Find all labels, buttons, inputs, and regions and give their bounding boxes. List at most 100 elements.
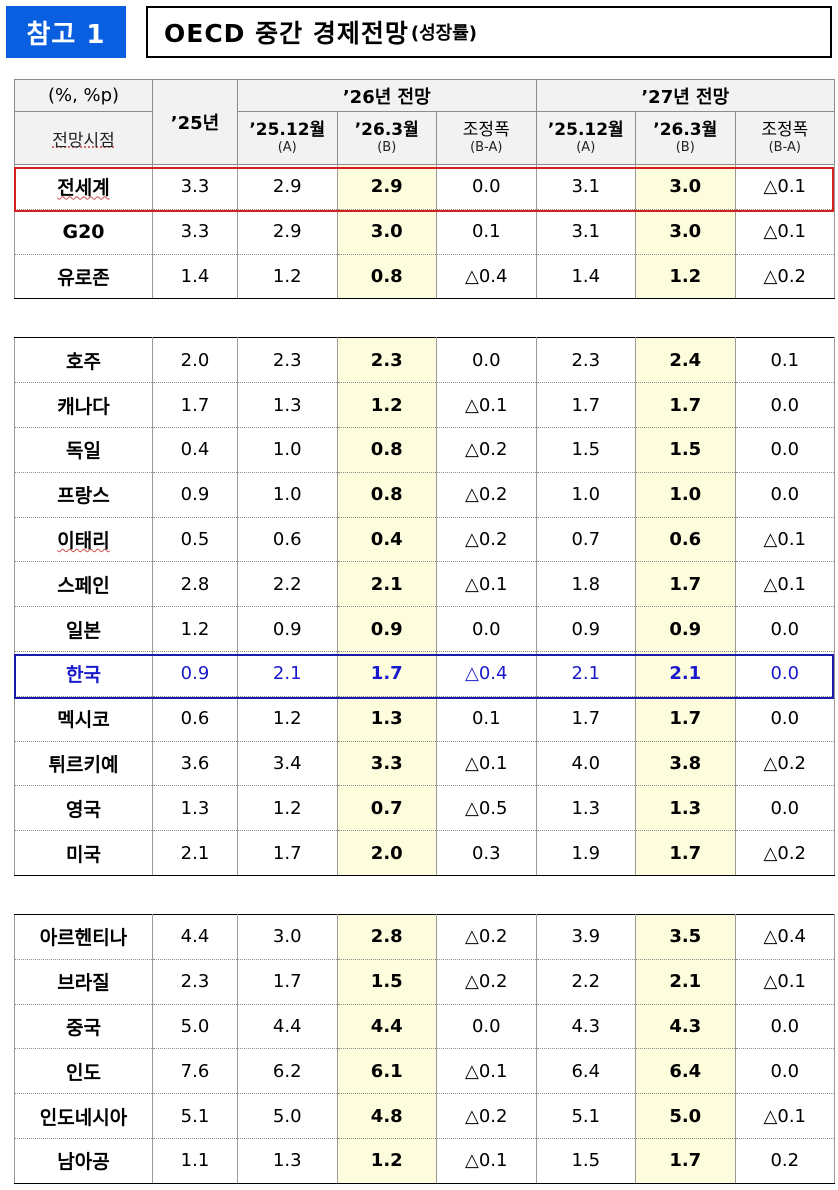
country-name: 인도네시아 (14, 1093, 153, 1139)
value-2027-dec: 4.0 (535, 740, 637, 787)
country-label: 독일 (66, 440, 101, 463)
value-2026-dec: 2.3 (237, 337, 338, 384)
col-header-note: (B-A) (470, 140, 503, 155)
value-2026-dec: 3.4 (237, 740, 338, 787)
value-2026-dec: 1.3 (237, 1137, 338, 1184)
adjust-2026: △0.5 (436, 785, 537, 832)
value-2026-mar: 1.7 (336, 650, 437, 697)
value-2027-dec: 1.8 (535, 561, 637, 608)
adjust-2026: 0.0 (436, 1003, 537, 1050)
adjust-2026: △0.2 (436, 516, 537, 563)
table-row: 전세계 3.3 2.9 2.9 0.0 3.1 3.0 △0.1 (14, 164, 836, 210)
value-2025: 3.3 (152, 164, 238, 210)
value-2026-dec: 1.2 (237, 785, 338, 832)
country-name: 이태리 (14, 516, 153, 563)
country-name: 남아공 (14, 1137, 153, 1184)
value-2026-mar: 1.3 (336, 695, 437, 742)
country-label: 인도네시아 (39, 1106, 128, 1129)
value-2026-dec: 1.2 (237, 695, 338, 742)
value-2027-mar: 3.5 (635, 913, 736, 960)
table-row: 캐나다 1.7 1.3 1.2 △0.1 1.7 1.7 0.0 (14, 382, 836, 428)
value-2025: 5.0 (152, 1003, 238, 1050)
value-2026-dec: 1.3 (237, 382, 338, 428)
value-2027-mar: 1.2 (635, 253, 736, 300)
value-2026-mar: 2.9 (336, 164, 437, 210)
col-header-label: ’25.12월 (249, 120, 326, 140)
value-2025: 1.2 (152, 606, 238, 652)
value-2026-mar: 0.9 (336, 606, 437, 652)
table-row: 튀르키예 3.6 3.4 3.3 △0.1 4.0 3.8 △0.2 (14, 740, 836, 787)
value-2025: 2.1 (152, 830, 238, 876)
col-header-note: (B-A) (768, 140, 801, 155)
adjust-2027: 0.2 (734, 1137, 836, 1184)
adjust-2027: △0.1 (734, 164, 836, 210)
page-title: OECD 중간 경제전망 (164, 19, 409, 48)
value-2025: 2.8 (152, 561, 238, 608)
col-header-2026-adj: 조정폭 (B-A) (436, 111, 537, 165)
country-label: 이태리 (57, 529, 110, 552)
adjust-2026: 0.0 (436, 164, 537, 210)
table-row: 이태리 0.5 0.6 0.4 △0.2 0.7 0.6 △0.1 (14, 516, 836, 563)
value-2027-mar: 1.3 (635, 785, 736, 832)
country-label: 남아공 (57, 1151, 110, 1174)
value-2026-mar: 2.8 (336, 913, 437, 960)
value-2026-dec: 0.6 (237, 516, 338, 563)
col-header-note: (B) (675, 140, 695, 155)
country-label: 미국 (66, 843, 101, 866)
country-label: 멕시코 (57, 709, 110, 732)
adjust-2027: △0.4 (734, 913, 836, 960)
value-2026-mar: 0.7 (336, 785, 437, 832)
value-2025: 3.6 (152, 740, 238, 787)
value-2026-dec: 6.2 (237, 1048, 338, 1095)
country-label: G20 (62, 220, 105, 243)
col-header-2026-b: ’26.3월 (B) (336, 111, 437, 165)
value-2026-dec: 1.7 (237, 830, 338, 876)
value-2026-mar: 4.4 (336, 1003, 437, 1050)
adjust-2026: △0.2 (436, 1093, 537, 1139)
adjust-2027: △0.1 (734, 208, 836, 255)
value-2026-dec: 4.4 (237, 1003, 338, 1050)
value-2026-mar: 3.3 (336, 740, 437, 787)
value-2027-dec: 0.9 (535, 606, 637, 652)
value-2027-mar: 0.6 (635, 516, 736, 563)
table-row: 유로존 1.4 1.2 0.8 △0.4 1.4 1.2 △0.2 (14, 253, 836, 300)
title-box: OECD 중간 경제전망 (성장률) (146, 6, 832, 58)
value-2025: 7.6 (152, 1048, 238, 1095)
country-name: 멕시코 (14, 695, 153, 742)
adjust-2027: 0.0 (734, 1003, 836, 1050)
value-2026-mar: 0.8 (336, 426, 437, 473)
value-2026-mar: 1.2 (336, 1137, 437, 1184)
value-2025: 0.5 (152, 516, 238, 563)
value-2027-dec: 2.2 (535, 958, 637, 1005)
adjust-2026: △0.2 (436, 471, 537, 518)
country-name: 일본 (14, 606, 153, 652)
value-2027-mar: 5.0 (635, 1093, 736, 1139)
country-name: 미국 (14, 830, 153, 876)
value-2026-mar: 3.0 (336, 208, 437, 255)
value-2027-dec: 3.9 (535, 913, 637, 960)
value-2027-mar: 3.0 (635, 164, 736, 210)
country-label: 브라질 (57, 972, 110, 995)
country-label: 영국 (66, 798, 101, 821)
country-label: 일본 (66, 619, 101, 642)
growth-outlook-table: (%, %p) ’25년 ’26년 전망 ’27년 전망 전망시점 ’25.12… (14, 79, 836, 1184)
table-row: 브라질 2.3 1.7 1.5 △0.2 2.2 2.1 △0.1 (14, 958, 836, 1005)
value-2027-mar: 2.4 (635, 337, 736, 384)
country-label: 인도 (66, 1061, 101, 1084)
value-2027-dec: 2.3 (535, 337, 637, 384)
value-2025: 1.4 (152, 253, 238, 300)
value-2025: 4.4 (152, 913, 238, 960)
table-row: 프랑스 0.9 1.0 0.8 △0.2 1.0 1.0 0.0 (14, 471, 836, 518)
country-name: 영국 (14, 785, 153, 832)
value-2027-dec: 2.1 (535, 650, 637, 697)
adjust-2026: 0.0 (436, 606, 537, 652)
country-label: 튀르키예 (48, 753, 119, 776)
country-name: 캐나다 (14, 382, 153, 428)
adjust-2027: △0.1 (734, 958, 836, 1005)
value-2026-dec: 3.0 (237, 913, 338, 960)
value-2025: 2.0 (152, 337, 238, 384)
adjust-2026: △0.4 (436, 253, 537, 300)
value-2027-dec: 1.7 (535, 695, 637, 742)
country-label: 호주 (66, 350, 101, 373)
page-title-sub: (성장률) (410, 23, 477, 44)
